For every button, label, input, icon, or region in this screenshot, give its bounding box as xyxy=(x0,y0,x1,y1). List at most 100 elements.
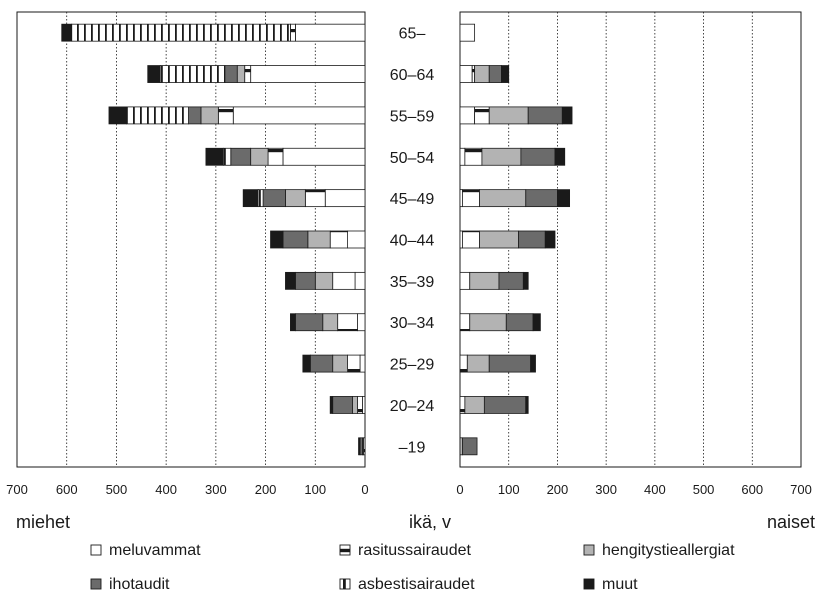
bar-men-ihotaudit xyxy=(262,189,286,208)
bar-women-rasitussairaudet xyxy=(459,313,471,332)
bar-women-meluvammat xyxy=(459,147,466,166)
bar-women-hengitystieallergiat xyxy=(481,147,522,166)
women-axis-label: naiset xyxy=(767,512,815,532)
bar-men-muut xyxy=(358,437,361,456)
bar-women-hengitystieallergiat xyxy=(479,189,527,208)
bar-women-hengitystieallergiat xyxy=(469,313,507,332)
bar-men-ihotaudit xyxy=(224,65,238,83)
bar-women-rasitussairaudet xyxy=(462,189,480,208)
bar-men-rasitussairaudet xyxy=(290,23,296,42)
bar-men-rasitussairaudet xyxy=(267,147,284,166)
bar-men-meluvammat xyxy=(294,23,366,42)
bar-men-muut xyxy=(242,189,259,208)
bar-women-ihotaudit xyxy=(498,271,524,290)
women-tick-label: 400 xyxy=(644,482,666,497)
bar-men-ihotaudit xyxy=(294,313,324,332)
bar-men-meluvammat xyxy=(232,106,366,125)
legend-label-rasitussairaudet: rasitussairaudet xyxy=(358,542,472,559)
bar-women-ihotaudit xyxy=(505,313,534,332)
age-group-label: 20–24 xyxy=(390,398,435,415)
bar-women-muut xyxy=(501,65,510,83)
bar-men-rasitussairaudet xyxy=(217,106,234,125)
bar-women-meluvammat xyxy=(459,65,473,83)
bar-women-hengitystieallergiat xyxy=(479,230,519,249)
bar-men-meluvammat xyxy=(354,271,366,290)
bar-men-muut xyxy=(61,23,73,42)
bar-men-hengitystieallergiat xyxy=(352,396,358,414)
bar-women-ihotaudit xyxy=(488,65,502,83)
bar-women-ihotaudit xyxy=(520,147,556,166)
bar-men-hengitystieallergiat xyxy=(200,106,219,125)
bar-men-meluvammat xyxy=(250,65,366,83)
bar-men-rasitussairaudet xyxy=(329,230,349,249)
age-group-label: 40–44 xyxy=(390,233,435,250)
age-group-label: 60–64 xyxy=(390,67,435,84)
bar-women-rasitussairaudet xyxy=(474,106,490,125)
bar-men-rasitussairaudet xyxy=(347,354,361,373)
legend-swatch-meluvammat xyxy=(90,544,102,556)
women-tick-label: 500 xyxy=(693,482,715,497)
men-tick-label: 600 xyxy=(56,482,78,497)
bar-men-ihotaudit xyxy=(294,271,316,290)
bar-men-ihotaudit xyxy=(282,230,309,249)
bar-women-muut xyxy=(557,189,571,208)
age-group-label: 45–49 xyxy=(390,191,435,208)
bar-women-hengitystieallergiat xyxy=(474,65,490,83)
bar-men-rasitussairaudet xyxy=(304,189,326,208)
women-tick-label: 200 xyxy=(547,482,569,497)
bar-men-asbestisairaudet xyxy=(125,106,189,125)
bar-men-rasitussairaudet xyxy=(337,313,358,332)
bar-men-meluvammat xyxy=(359,354,366,373)
bar-men-rasitussairaudet xyxy=(357,396,363,414)
age-group-label: 55–59 xyxy=(390,108,435,125)
bar-women-muut xyxy=(522,271,529,290)
age-group-label: 35–39 xyxy=(390,274,435,291)
age-group-label: 65– xyxy=(399,26,426,43)
bar-women-muut xyxy=(554,147,566,166)
men-tick-label: 200 xyxy=(255,482,277,497)
bar-men-meluvammat xyxy=(282,147,366,166)
women-tick-label: 0 xyxy=(456,482,463,497)
age-group-label: –19 xyxy=(399,439,426,456)
bar-men-meluvammat xyxy=(357,313,366,332)
bar-men-muut xyxy=(147,65,161,83)
men-tick-label: 500 xyxy=(106,482,128,497)
bar-men-muut xyxy=(270,230,284,249)
bar-women-muut xyxy=(561,106,573,125)
men-tick-label: 0 xyxy=(361,482,368,497)
bar-men-meluvammat xyxy=(347,230,366,249)
women-tick-label: 100 xyxy=(498,482,520,497)
bar-women-ihotaudit xyxy=(527,106,563,125)
legend: meluvammat rasitussairaudet hengitystieall… xyxy=(90,542,735,593)
bar-men-hengitystieallergiat xyxy=(236,65,246,83)
bar-women-hengitystieallergiat xyxy=(469,271,500,290)
bar-women-meluvammat xyxy=(459,23,476,42)
age-group-label: 25–29 xyxy=(390,357,435,374)
men-panel xyxy=(16,11,366,468)
bar-men-asbestisairaudet xyxy=(71,23,291,42)
bar-women-meluvammat xyxy=(459,106,476,125)
bar-women-ihotaudit xyxy=(462,437,478,456)
bars-layer xyxy=(61,23,573,456)
bar-men-hengitystieallergiat xyxy=(322,313,339,332)
bar-men-asbestisairaudet xyxy=(222,147,232,166)
age-axis-label: ikä, v xyxy=(409,512,451,532)
bar-women-hengitystieallergiat xyxy=(488,106,529,125)
legend-swatch-muut xyxy=(583,578,595,590)
bar-men-muut xyxy=(205,147,224,166)
bar-women-ihotaudit xyxy=(483,396,527,414)
age-group-label: 50–54 xyxy=(390,150,435,167)
bar-men-hengitystieallergiat xyxy=(307,230,331,249)
bar-women-ihotaudit xyxy=(525,189,558,208)
bar-men-hengitystieallergiat xyxy=(285,189,306,208)
bar-men-muut xyxy=(108,106,127,125)
bar-women-rasitussairaudet xyxy=(459,396,466,414)
bar-women-rasitussairaudet xyxy=(464,147,483,166)
bar-men-rasitussairaudet xyxy=(332,271,356,290)
bar-women-hengitystieallergiat xyxy=(466,354,490,373)
bar-men-meluvammat xyxy=(324,189,366,208)
bar-women-rasitussairaudet xyxy=(459,354,468,373)
women-tick-label: 700 xyxy=(790,482,812,497)
bar-men-ihotaudit xyxy=(230,147,252,166)
labels-layer: 0 0 100 100 200 200 300 300 400 400 500 500 600 600 70… xyxy=(6,26,815,532)
